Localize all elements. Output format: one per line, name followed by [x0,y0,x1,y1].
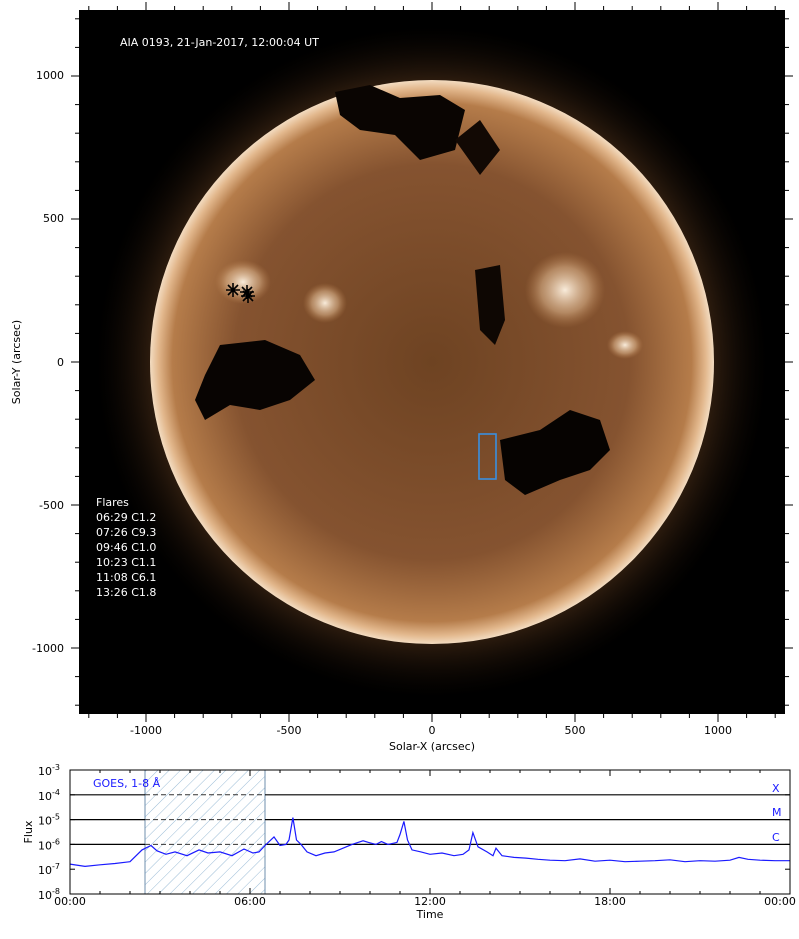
goes-y-tick-label: 10-3 [38,763,60,778]
flare-list-title: Flares [96,496,129,509]
flare-marker-3 [241,289,255,303]
goes-x-tick-label: 00:00 [764,895,796,908]
image-title: AIA 0193, 21-Jan-2017, 12:00:04 UT [120,36,319,49]
goes-axis-ticks [69,769,791,895]
goes-x-tick-label: 18:00 [594,895,626,908]
x-tick-label: 0 [429,724,436,737]
goes-y-tick-label: 10-8 [38,887,60,902]
flare-entry: 09:46 C1.0 [96,541,156,554]
flare-marker-2 [240,285,254,299]
x-tick-label: 1000 [704,724,732,737]
active-region-limb-west [607,331,643,359]
image-y-axis-label: Solar-Y (arcsec) [10,320,23,404]
coronal-hole-northwest [455,120,500,175]
goes-x-axis-label: Time [416,908,444,921]
y-tick-label: 500 [43,212,64,225]
flare-marker-1 [226,283,240,297]
image-y-tick-labels: 1000 500 0 -500 -1000 [32,69,64,655]
flare-entry: 07:26 C9.3 [96,526,156,539]
x-tick-label: -500 [277,724,302,737]
coronal-hole-central [475,265,505,345]
flare-entry: 06:29 C1.2 [96,511,156,524]
goes-y-tick-label: 10-6 [38,837,60,852]
flare-list: Flares 06:29 C1.2 07:26 C9.3 09:46 C1.0 … [96,496,156,599]
goes-y-tick-label: 10-5 [38,813,60,828]
goes-x-tick-label: 00:00 [54,895,86,908]
solar-image-panel: AIA 0193, 21-Jan-2017, 12:00:04 UT Flare… [10,2,793,753]
y-tick-label: 0 [57,356,64,369]
active-region-east [215,260,271,304]
goes-y-tick-label: 10-4 [38,788,60,803]
flare-entry: 11:08 C6.1 [96,571,156,584]
goes-title: GOES, 1-8 Å [93,777,161,790]
y-tick-label: -1000 [32,642,64,655]
goes-class-label-m: M [772,806,782,819]
x-tick-label: 500 [565,724,586,737]
goes-chart: GOES, 1-8 Å X M C 10-310-410-510-610-710… [22,763,796,921]
flare-entry: 13:26 C1.8 [96,586,156,599]
goes-y-tick-label: 10-7 [38,862,60,877]
y-tick-label: 1000 [36,69,64,82]
region-of-interest-box [478,433,497,480]
goes-highlight-interval [144,769,266,895]
active-region-east-center [303,283,347,323]
goes-x-tick-labels: 00:00 06:00 12:00 18:00 00:00 [54,895,796,908]
coronal-hole-southwest [500,410,610,495]
goes-x-tick-label: 12:00 [414,895,446,908]
goes-class-label-x: X [772,782,780,795]
image-x-tick-labels: -1000 -500 0 500 1000 [130,724,732,737]
sun-disk [150,80,714,644]
y-tick-label: -500 [39,499,64,512]
x-tick-label: -1000 [130,724,162,737]
coronal-hole-north [335,85,465,160]
image-axis-ticks [71,2,793,722]
goes-x-tick-label: 06:00 [234,895,266,908]
image-x-axis-label: Solar-X (arcsec) [389,740,475,753]
active-region-west [525,252,605,328]
goes-flux-series [69,817,790,868]
goes-y-axis-label: Flux [22,820,35,843]
flare-entry: 10:23 C1.1 [96,556,156,569]
goes-y-tick-labels: 10-3 10-4 10-5 10-6 10-7 10-8 [38,763,60,902]
sun [97,27,767,697]
goes-class-label-c: C [772,831,780,844]
flare-markers [226,283,255,303]
coronal-hole-east [195,340,315,420]
